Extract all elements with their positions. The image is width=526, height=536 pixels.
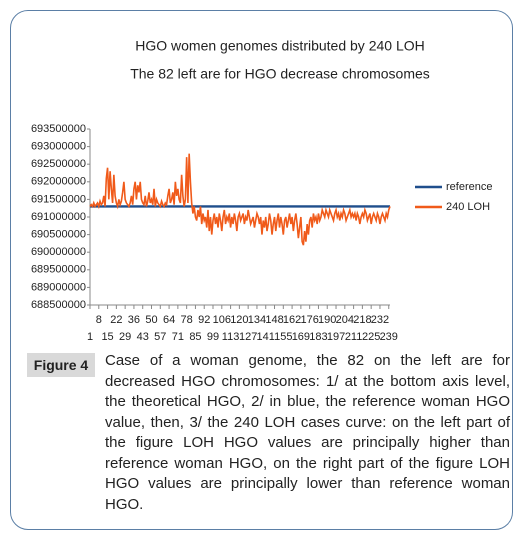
x-tick-label: 15 [101,331,113,343]
chart-subtitle: The 82 left are for HGO decrease chromos… [130,66,430,82]
y-tick-label: 688500000 [31,299,86,311]
x-tick-label: 141 [257,331,275,343]
x-tick-label: 155 [274,331,292,343]
x-tick-label: 176 [300,314,318,326]
x-tick-label: 43 [137,331,149,343]
x-tick-label: 204 [336,314,354,326]
x-tick-label: 232 [371,314,389,326]
y-tick-label: 689500000 [31,264,86,276]
x-tick-label: 239 [380,331,398,343]
y-tick-label: 690000000 [31,246,86,258]
x-tick-label: 148 [265,314,283,326]
y-tick-label: 693500000 [31,123,86,135]
x-tick-label: 22 [110,314,122,326]
x-tick-label: 78 [181,314,193,326]
x-tick-label: 85 [189,331,201,343]
series-line [89,153,391,246]
y-tick-label: 690500000 [31,229,86,241]
x-tick-label: 183 [309,331,327,343]
y-tick-label: 692500000 [31,158,86,170]
x-tick-label: 92 [198,314,210,326]
x-tick-label: 113 [222,331,240,343]
x-tick-label: 71 [172,331,184,343]
x-tick-label: 169 [292,331,310,343]
x-tick-label: 134 [248,314,266,326]
x-tick-label: 218 [353,314,371,326]
chart-title: HGO women genomes distributed by 240 LOH [135,38,424,54]
x-tick-label: 36 [128,314,140,326]
y-tick-label: 692000000 [31,176,86,188]
figure-label: Figure 4 [27,353,95,377]
caption: Case of a woman genome, the 82 on the le… [105,352,510,513]
x-tick-label: 50 [145,314,157,326]
x-tick-label: 1 [87,331,93,343]
x-tick-label: 190 [318,314,336,326]
y-tick-label: 691500000 [31,193,86,205]
legend-label: reference [446,181,492,193]
x-tick-label: 120 [230,314,248,326]
x-tick-label: 99 [207,331,219,343]
x-tick-label: 197 [327,331,345,343]
x-tick-label: 162 [283,314,301,326]
y-tick-label: 691000000 [31,211,86,223]
x-tick-label: 64 [163,314,175,326]
y-tick-label: 693000000 [31,141,86,153]
x-tick-label: 106 [213,314,231,326]
x-tick-label: 8 [96,314,102,326]
legend-label: 240 LOH [446,201,490,213]
x-tick-label: 211 [345,331,363,343]
frame [10,10,513,530]
x-tick-label: 29 [119,331,131,343]
y-tick-label: 689000000 [31,281,86,293]
x-tick-label: 225 [362,331,380,343]
x-tick-label: 57 [154,331,166,343]
x-tick-label: 127 [239,331,257,343]
